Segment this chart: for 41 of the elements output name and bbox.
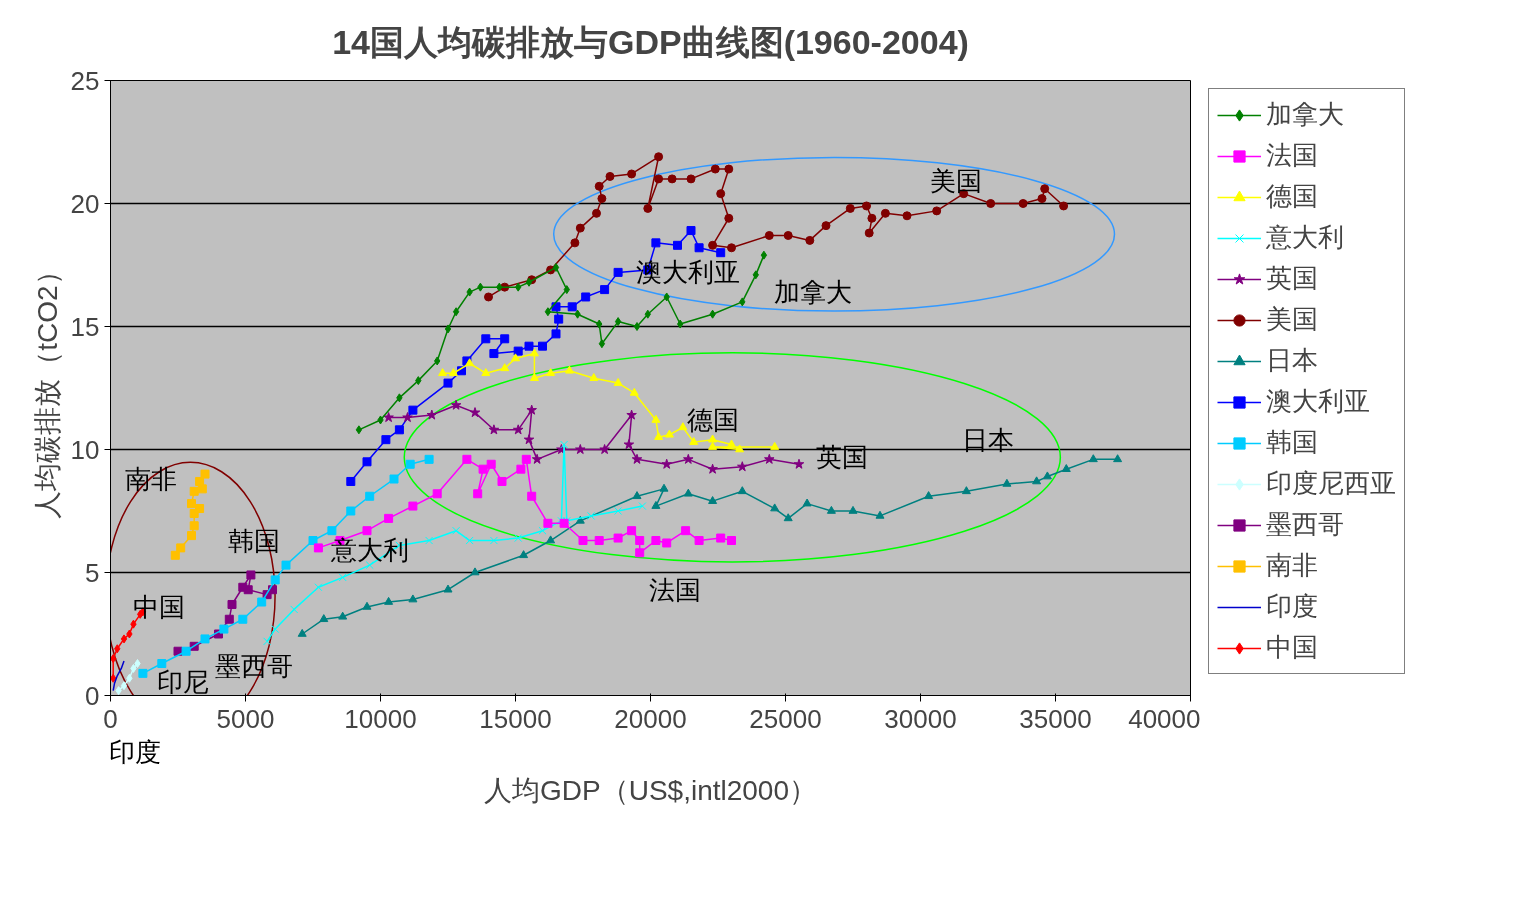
y-tick-label: 25 (70, 65, 100, 96)
y-tick-label: 15 (70, 311, 100, 342)
chart-title: 14国人均碳排放与GDP曲线图(1960-2004) (332, 22, 969, 61)
x-tick-label: 10000 (344, 703, 417, 734)
y-tick-label: 10 (70, 434, 100, 465)
x-tick-label: 15000 (479, 703, 552, 734)
x-axis-title: 人均GDP（US$,intl2000） (484, 774, 818, 806)
legend-label: 韩国 (1266, 426, 1318, 459)
x-tick-label: 20000 (614, 703, 687, 734)
x-tick-label: 30000 (884, 703, 957, 734)
text: 印度 (108, 736, 161, 767)
annotation: 印尼 (157, 666, 210, 697)
x-tick-label: 40000 (1128, 703, 1201, 734)
annotation: 日本 (962, 424, 1014, 455)
annotation: 法国 (648, 574, 701, 605)
legend-label: 加拿大 (1266, 98, 1344, 131)
annotation: 英国 (816, 441, 869, 472)
x-tick-label: 35000 (1019, 703, 1092, 734)
legend-label: 英国 (1266, 262, 1318, 295)
legend-label: 墨西哥 (1266, 508, 1344, 541)
legend-label: 意大利 (1266, 221, 1344, 254)
legend-label: 法国 (1266, 139, 1318, 172)
legend-label: 美国 (1266, 303, 1318, 336)
x-tick-label: 25000 (749, 703, 822, 734)
legend-label: 印度 (1266, 590, 1318, 623)
x-tick-label: 5000 (216, 703, 275, 734)
annotation: 中国 (133, 591, 186, 622)
y-tick-label: 5 (85, 557, 100, 588)
legend-label: 中国 (1266, 631, 1318, 664)
legend-label: 德国 (1266, 180, 1318, 213)
y-tick-label: 0 (85, 680, 100, 711)
annotation: 加拿大 (773, 277, 852, 308)
annotation: 美国 (929, 166, 982, 197)
legend-label: 印度尼西亚 (1266, 467, 1396, 500)
annotation: 南非 (125, 464, 177, 495)
legend-label: 南非 (1266, 549, 1318, 582)
annotation: 德国 (686, 404, 739, 435)
legend-label: 日本 (1266, 344, 1318, 377)
y-tick-label: 20 (70, 188, 100, 219)
legend-label: 澳大利亚 (1266, 385, 1370, 418)
y-axis-title: 人均碳排放（tCO2） (31, 257, 63, 519)
